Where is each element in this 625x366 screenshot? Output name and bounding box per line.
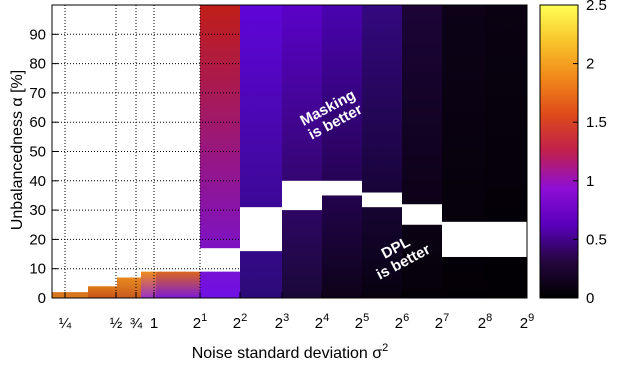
colorbar-tick-label: 1 — [586, 173, 594, 190]
y-axis-label: Unbalancedness α [%] — [9, 70, 26, 230]
x-tick-label: 25 — [355, 312, 369, 332]
colorbar — [539, 4, 579, 299]
heatmap-column — [282, 5, 322, 298]
colorbar-tick-label: 2 — [586, 56, 594, 73]
colorbar-tick-label: 2.5 — [586, 0, 607, 14]
heatmap-column — [362, 5, 402, 298]
x-axis-label: Noise standard deviation σ2 — [192, 342, 389, 362]
colorbar-tick-label: 0 — [586, 290, 594, 307]
heatmap-gap — [240, 207, 282, 252]
y-tick-label: 80 — [29, 56, 46, 73]
y-tick-label: 0 — [38, 290, 46, 307]
y-tick-label: 20 — [29, 231, 46, 248]
y-tick-label: 50 — [29, 144, 46, 161]
y-tick-label: 40 — [29, 173, 46, 190]
x-tick-label: 27 — [435, 312, 449, 332]
y-tick-label: 60 — [29, 114, 46, 131]
heatmap-column — [156, 271, 200, 298]
heatmap-column — [402, 5, 442, 298]
x-tick-label: 1 — [150, 315, 158, 332]
heatmap-column — [52, 292, 88, 298]
heatmap-column — [88, 286, 117, 298]
y-tick-label: 70 — [29, 85, 46, 102]
heatmap-gap — [485, 221, 527, 257]
heatmap-column — [240, 5, 282, 298]
heatmap-gap — [322, 180, 362, 196]
y-tick-label: 10 — [29, 261, 46, 278]
heatmap-column — [141, 271, 156, 298]
x-tick-label: 23 — [275, 312, 289, 332]
heatmap-gap — [282, 180, 322, 211]
y-tick-label: 30 — [29, 202, 46, 219]
colorbar-tick-label: 0.5 — [586, 231, 607, 248]
x-tick-label: ½ — [110, 315, 123, 332]
heatmap-column — [117, 277, 141, 298]
heatmap-gap — [362, 192, 402, 208]
heatmap-column — [322, 5, 362, 298]
heatmap-gap — [402, 204, 442, 225]
x-tick-label: ¼ — [59, 315, 72, 332]
colorbar-tick-label: 1.5 — [586, 114, 607, 131]
x-tick-label: 26 — [395, 312, 409, 332]
x-tick-label: 21 — [193, 312, 207, 332]
x-tick-label: ¾ — [130, 315, 143, 332]
heatmap-gap — [442, 221, 485, 257]
heatmap-gap — [200, 248, 240, 272]
y-tick-label: 90 — [29, 26, 46, 43]
x-tick-label: 29 — [520, 312, 534, 332]
x-tick-label: 28 — [478, 312, 492, 332]
x-tick-label: 22 — [233, 312, 247, 332]
x-tick-label: 24 — [315, 312, 329, 332]
